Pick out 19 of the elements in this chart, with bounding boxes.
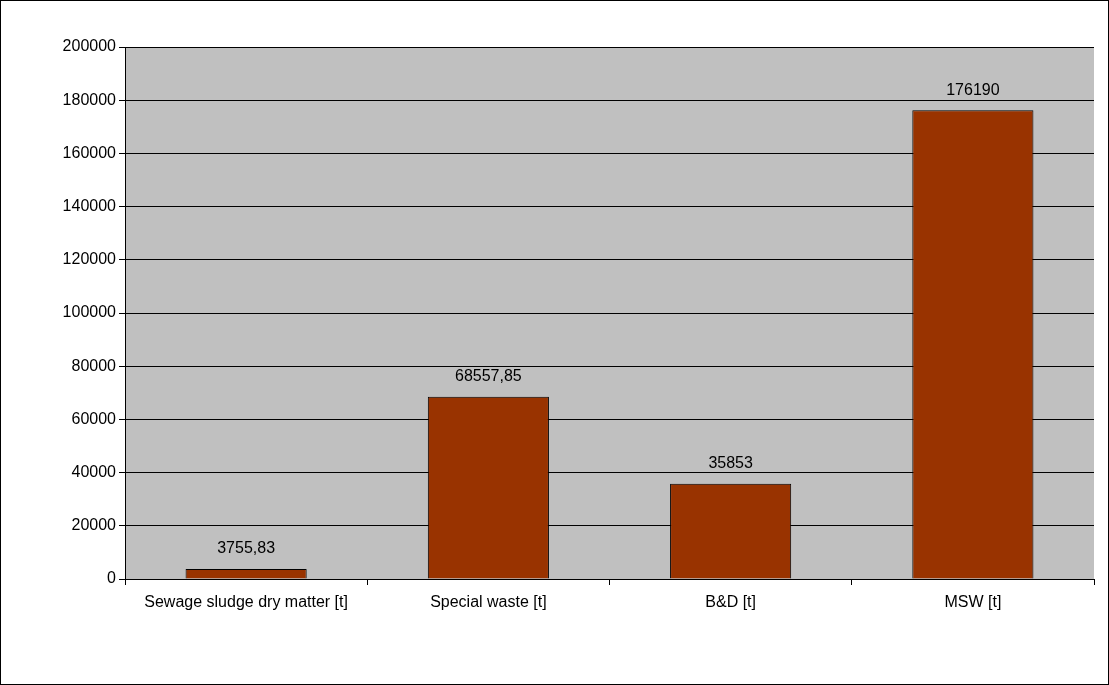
x-tick-label: MSW [t] (944, 593, 1002, 611)
x-tick-label: B&D [t] (705, 593, 756, 611)
y-tick-label: 100000 (62, 303, 117, 321)
y-tick-label: 40000 (71, 463, 117, 481)
data-label: 35853 (708, 454, 753, 472)
y-tick-label: 120000 (62, 250, 117, 268)
x-tick-label: Special waste [t] (430, 593, 547, 611)
y-tick-label: 60000 (71, 409, 117, 427)
y-tick-label: 0 (107, 569, 117, 587)
data-label: 3755,83 (217, 539, 276, 557)
y-tick-label: 200000 (62, 37, 117, 55)
y-tick-label: 80000 (71, 356, 117, 374)
data-label: 176190 (946, 80, 1000, 98)
y-tick-label: 180000 (62, 90, 117, 108)
y-tick-label: 160000 (62, 143, 117, 161)
y-tick-label: 20000 (71, 516, 117, 534)
x-tick-label: Sewage sludge dry matter [t] (144, 593, 348, 611)
data-label: 68557,85 (455, 367, 522, 385)
y-tick-label: 140000 (62, 197, 117, 215)
